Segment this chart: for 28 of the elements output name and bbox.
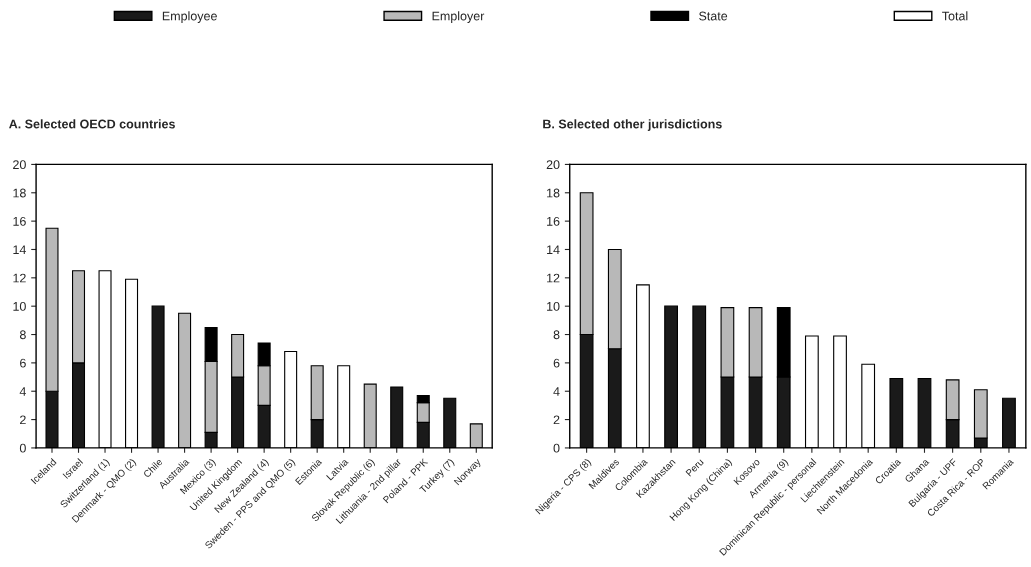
y-tick-label: 4	[19, 387, 26, 396]
y-tick-label: 4	[553, 387, 560, 396]
y-tick-label: 16	[13, 216, 26, 226]
y-tick-label: 18	[13, 188, 26, 198]
legend-label: Employee	[162, 11, 217, 23]
y-tick-label: 12	[547, 273, 560, 283]
legend-label: Total	[942, 11, 968, 21]
y-tick-label: 10	[547, 301, 560, 311]
y-tick-label: 14	[13, 245, 26, 255]
y-tick-label: 6	[20, 358, 26, 368]
y-tick-label: 2	[20, 415, 26, 425]
y-tick-label: 20	[546, 160, 560, 170]
y-tick-label: 8	[19, 330, 26, 340]
legend-label: State	[699, 11, 728, 21]
y-tick-label: 0	[553, 443, 560, 453]
y-tick-label: 6	[553, 358, 560, 368]
y-tick-label: 0	[19, 443, 26, 453]
y-tick-label: 20	[13, 160, 26, 170]
legend-label: Employer	[432, 11, 485, 23]
y-tick-label: 16	[547, 216, 560, 226]
chart-title: A. Selected OECD countries	[9, 119, 175, 129]
y-tick-label: 18	[547, 188, 560, 198]
y-tick-label: 12	[13, 273, 26, 283]
y-tick-label: 10	[13, 301, 26, 311]
chart-title: B. Selected other jurisdictions	[543, 119, 722, 131]
y-tick-label: 2	[553, 415, 560, 425]
y-tick-label: 8	[553, 330, 560, 340]
y-tick-label: 14	[547, 245, 560, 255]
